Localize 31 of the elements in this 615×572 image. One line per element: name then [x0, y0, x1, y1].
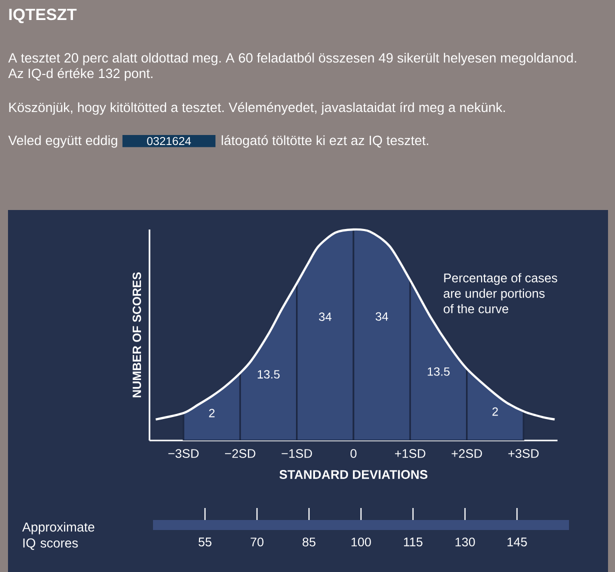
annotation: Percentage of cases are under portions of the curve [444, 273, 558, 314]
x2-tick-label: 115 [404, 538, 422, 546]
x-tick-label: −1SD [282, 449, 312, 458]
band-label: 2 [209, 408, 215, 418]
text: Köszönjük, hogy kitöltötted a tesztet. Véleményedet, javaslataidat írd meg a nekünk. [9, 102, 505, 115]
band-label: 13.5 [258, 370, 280, 379]
x2-tick-label: 130 [456, 538, 475, 546]
x-tick-label: −2SD [225, 449, 256, 458]
x-tick-label: 0 [350, 449, 356, 458]
text: 0321624 [147, 136, 191, 146]
band-label: 34 [376, 312, 388, 321]
x2-tick-label: 100 [352, 538, 371, 546]
band-label: 2 [492, 407, 498, 416]
x2-tick-label: 70 [250, 538, 264, 546]
text: Veled együtt eddig [8, 135, 118, 148]
x-tick-label: +2SD [452, 449, 482, 458]
x-axis-title: STANDARD DEVIATIONS [279, 470, 428, 479]
y-axis-title: NUMBER OF SCORES [132, 272, 142, 398]
x2-tick-label: 55 [198, 538, 212, 546]
text: A tesztet 20 perc alatt oldottad meg. A 60 feladatból összesen 49 sikerült helyesen megoldanod. [8, 52, 576, 66]
x2-tick-label: 85 [302, 538, 316, 546]
x-tick-label: +3SD [508, 449, 539, 458]
chart-title: IQTESZT [9, 8, 77, 24]
x2-tick-label: 145 [508, 538, 527, 546]
band-label: 13.5 [428, 367, 450, 376]
x-tick-label: +1SD [395, 449, 426, 458]
text: Az IQ-d értéke 132 pont. [8, 68, 152, 81]
x2-axis-title: Approximate IQ scores [22, 522, 94, 550]
band-label: 34 [318, 312, 332, 321]
text: látogató töltötte ki ezt az IQ tesztet. [222, 135, 428, 148]
x-tick-label: −3SD [168, 449, 199, 458]
